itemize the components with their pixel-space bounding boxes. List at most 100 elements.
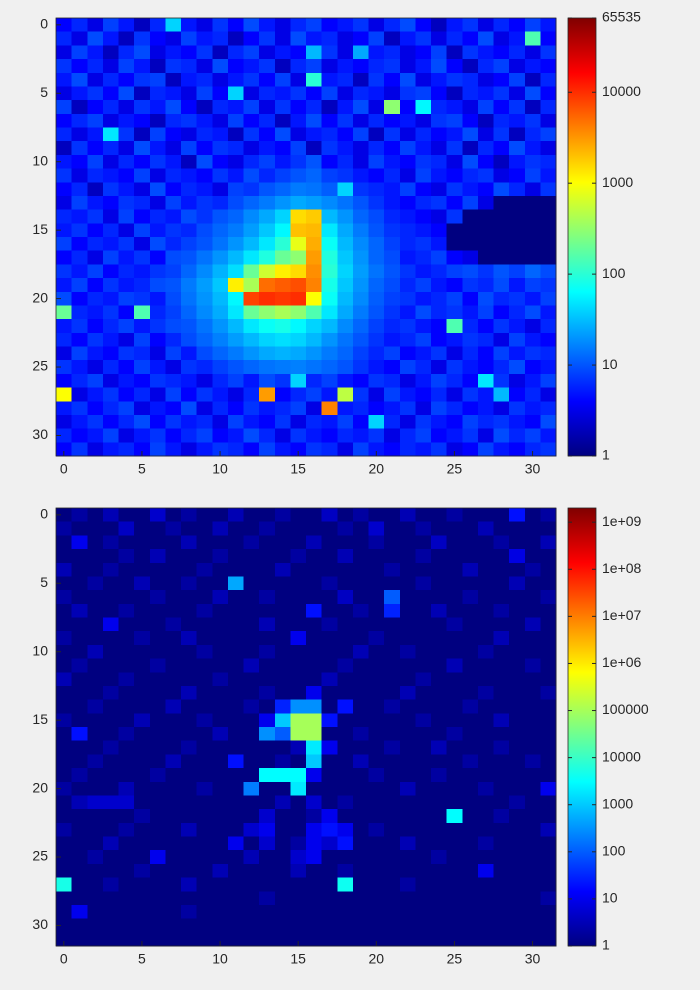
colorbar-tick-label: 10 <box>602 356 618 372</box>
heatmap-cell <box>118 713 135 728</box>
heatmap-cell <box>321 319 338 334</box>
heatmap-cell <box>134 305 151 320</box>
heatmap-cell <box>196 141 213 156</box>
heatmap-cell <box>102 644 119 660</box>
heatmap-cell <box>399 699 416 714</box>
heatmap-cell <box>118 209 135 224</box>
heatmap-cell <box>462 603 479 618</box>
heatmap-cell <box>384 836 401 851</box>
heatmap-cell <box>477 863 494 879</box>
heatmap-cell <box>181 631 198 646</box>
heatmap-cell <box>446 72 463 87</box>
heatmap-cell <box>181 442 198 457</box>
heatmap-cell <box>477 72 494 87</box>
heatmap-cell <box>227 387 244 402</box>
heatmap-cell <box>399 141 416 156</box>
heatmap-cell <box>524 182 541 197</box>
heatmap-cell <box>259 264 276 279</box>
y-tick-label: 5 <box>40 574 48 590</box>
heatmap-cell <box>337 672 354 687</box>
heatmap-cell <box>134 127 151 142</box>
heatmap-cell <box>321 658 338 673</box>
heatmap-cell <box>274 100 291 115</box>
heatmap-cell <box>321 740 338 755</box>
heatmap-cell <box>274 168 291 183</box>
heatmap-cell <box>306 863 323 879</box>
heatmap-cell <box>134 768 151 783</box>
heatmap-cell <box>399 168 416 183</box>
heatmap-cell <box>384 442 401 457</box>
heatmap-cell <box>384 182 401 197</box>
heatmap-cell <box>431 250 448 265</box>
heatmap-cell <box>102 521 119 536</box>
heatmap-cell <box>227 319 244 334</box>
heatmap-cell <box>337 918 354 933</box>
colorbar-tick-label: 1000 <box>602 795 633 811</box>
heatmap-cell <box>227 781 244 796</box>
heatmap-cell <box>181 918 198 933</box>
heatmap-cell <box>71 713 88 728</box>
heatmap-cell <box>165 727 182 742</box>
heatmap-cell <box>181 18 198 33</box>
heatmap-cell <box>227 373 244 389</box>
heatmap-cell <box>524 603 541 618</box>
heatmap-cell <box>212 428 229 443</box>
heatmap-cell <box>212 195 229 211</box>
heatmap-cell <box>87 209 104 224</box>
heatmap-cell <box>462 576 479 591</box>
heatmap-cell <box>462 562 479 577</box>
heatmap-cell <box>196 373 213 389</box>
heatmap-cell <box>71 918 88 933</box>
heatmap-cell <box>431 45 448 60</box>
heatmap-cell <box>462 699 479 714</box>
heatmap-cell <box>399 713 416 728</box>
heatmap-cell <box>524 319 541 334</box>
heatmap-cell <box>259 658 276 673</box>
heatmap-cell <box>181 237 198 252</box>
heatmap-cell <box>540 781 557 796</box>
heatmap-cell <box>446 781 463 796</box>
heatmap-cell <box>212 836 229 851</box>
heatmap-cell <box>477 822 494 837</box>
heatmap-cell <box>493 113 510 128</box>
heatmap-cell <box>165 373 182 389</box>
heatmap-cell <box>227 699 244 714</box>
heatmap-cell <box>509 781 526 796</box>
heatmap-cell <box>102 31 119 46</box>
heatmap-cell <box>56 182 73 197</box>
heatmap-cell <box>243 932 260 947</box>
heatmap-cell <box>399 535 416 550</box>
heatmap-cell <box>227 713 244 728</box>
heatmap-cell <box>181 168 198 183</box>
heatmap-cell <box>149 795 166 810</box>
heatmap-cell <box>134 59 151 74</box>
heatmap-cell <box>149 332 166 347</box>
heatmap-cell <box>290 713 307 728</box>
heatmap-cell <box>290 414 307 430</box>
heatmap-cell <box>56 562 73 577</box>
heatmap-cell <box>227 631 244 646</box>
heatmap-cell <box>181 822 198 837</box>
heatmap-cell <box>446 113 463 128</box>
heatmap-cell <box>446 86 463 101</box>
heatmap-cell <box>524 850 541 865</box>
heatmap-cell <box>259 278 276 293</box>
heatmap-cell <box>149 562 166 577</box>
heatmap-cell <box>415 360 432 375</box>
heatmap-cell <box>134 850 151 865</box>
heatmap-cell <box>384 699 401 714</box>
heatmap-cell <box>227 250 244 265</box>
heatmap-cell <box>165 182 182 197</box>
heatmap-cell <box>321 713 338 728</box>
heatmap-cell <box>274 535 291 550</box>
heatmap-cell <box>149 387 166 402</box>
heatmap-cell <box>399 904 416 920</box>
heatmap-cell <box>524 836 541 851</box>
heatmap-cell <box>165 631 182 646</box>
heatmap-cell <box>196 31 213 46</box>
heatmap-cell <box>212 182 229 197</box>
heatmap-cell <box>290 904 307 920</box>
heatmap-cell <box>337 141 354 156</box>
heatmap-cell <box>102 685 119 701</box>
heatmap-cell <box>71 141 88 156</box>
